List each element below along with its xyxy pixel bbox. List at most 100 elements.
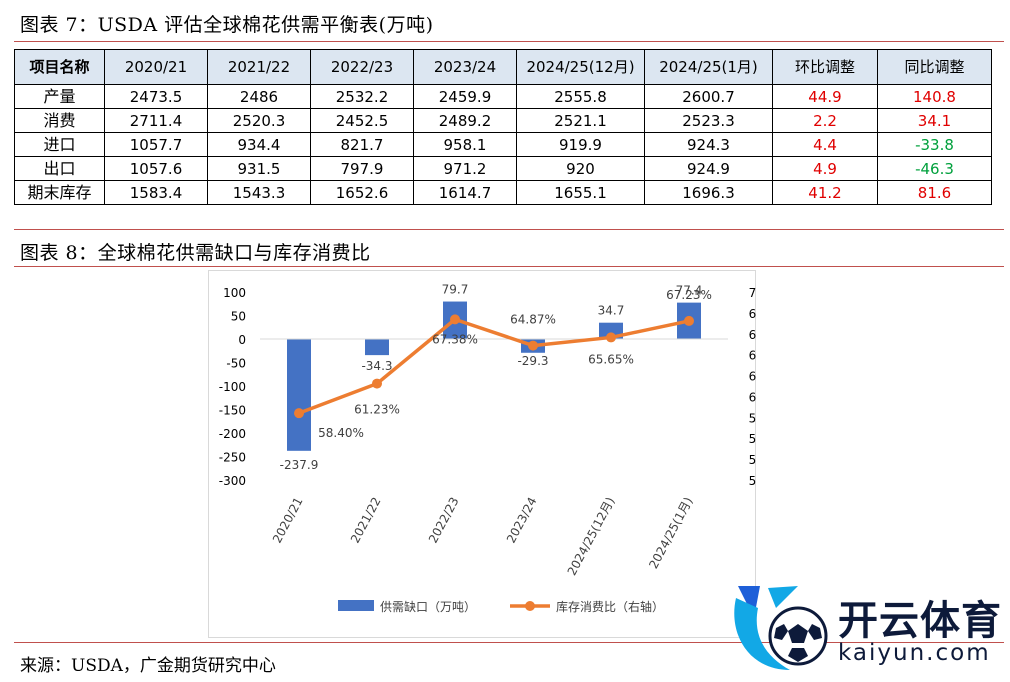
table-cell: 2711.4	[104, 108, 208, 133]
ratio-point-label: 67.38%	[432, 332, 478, 346]
table-cell: 924.3	[644, 132, 773, 157]
left-axis-tick-label: 50	[231, 310, 246, 324]
ratio-point-label: 67.23%	[666, 288, 712, 302]
yoy-adjust-cell: -33.8	[877, 132, 992, 157]
ratio-point	[372, 378, 382, 389]
soccer-ball-logo-icon	[734, 586, 828, 670]
table-cell: 2452.5	[310, 108, 414, 133]
table-cell: 958.1	[413, 132, 517, 157]
table-cell: 2459.9	[413, 84, 517, 109]
header-2023-24: 2023/24	[413, 49, 517, 85]
row-label: 进口	[14, 132, 105, 157]
category-tick-label: 2024/25(1月)	[646, 495, 695, 571]
gap-bar-label: 77.4	[676, 284, 703, 298]
table-cell: 971.2	[413, 156, 517, 181]
mom-adjust-cell: 2.2	[772, 108, 878, 133]
left-axis-tick-label: -200	[219, 427, 246, 441]
ratio-point-label: 65.65%	[588, 352, 634, 366]
figure8-title-divider	[14, 266, 1004, 267]
left-axis-tick-label: -300	[219, 474, 246, 488]
mom-adjust-cell: 44.9	[772, 84, 878, 109]
left-axis-tick-label: -250	[219, 451, 246, 465]
table-cell: 2521.1	[516, 108, 645, 133]
table-cell: 2532.2	[310, 84, 414, 109]
section-divider	[14, 229, 1004, 230]
right-axis-tick-label: 58%	[749, 411, 756, 425]
gap-bar-label: 34.7	[598, 304, 625, 318]
yoy-adjust-cell: 140.8	[877, 84, 992, 109]
right-axis-tick-label: 66%	[749, 328, 756, 342]
footer-divider	[14, 642, 1004, 643]
category-tick-label: 2022/23	[426, 495, 462, 546]
mom-adjust-cell: 4.4	[772, 132, 878, 157]
ratio-point-label: 64.87%	[510, 313, 556, 327]
chart-frame	[208, 270, 756, 638]
legend-line-marker	[525, 601, 535, 611]
left-axis-tick-label: 100	[223, 286, 246, 300]
legend-bar-label: 供需缺口（万吨）	[380, 599, 476, 614]
ratio-point-label: 61.23%	[354, 403, 400, 417]
table-cell: 2600.7	[644, 84, 773, 109]
mom-adjust-cell: 41.2	[772, 180, 878, 205]
gap-bar-label: -237.9	[280, 458, 319, 472]
title-divider	[14, 41, 1004, 42]
right-axis-tick-label: 62%	[749, 370, 756, 384]
yoy-adjust-cell: 81.6	[877, 180, 992, 205]
watermark-text-cn: 开云体育	[838, 598, 1002, 644]
yoy-adjust-cell: 34.1	[877, 108, 992, 133]
table-cell: 2473.5	[104, 84, 208, 109]
table-cell: 797.9	[310, 156, 414, 181]
table-cell: 821.7	[310, 132, 414, 157]
table-cell: 924.9	[644, 156, 773, 181]
table-cell: 1614.7	[413, 180, 517, 205]
row-label: 消费	[14, 108, 105, 133]
table-cell: 1583.4	[104, 180, 208, 205]
table-cell: 2520.3	[207, 108, 311, 133]
yoy-adjust-cell: -46.3	[877, 156, 992, 181]
row-label: 出口	[14, 156, 105, 181]
table-cell: 1655.1	[516, 180, 645, 205]
right-axis-tick-label: 56%	[749, 432, 756, 446]
gap-and-ratio-chart: 100 50 0 -50 -100 -150 -200 -250 -300 70% 68% 66% 64…	[219, 283, 756, 614]
ratio-point	[606, 332, 616, 343]
category-tick-label: 2021/22	[348, 495, 384, 546]
table-cell: 1696.3	[644, 180, 773, 205]
header-2020-21: 2020/21	[104, 49, 208, 85]
table-cell: 2486	[207, 84, 311, 109]
gap-bar	[365, 339, 389, 356]
source-note: 来源：USDA，广金期货研究中心	[20, 656, 276, 676]
supply-demand-table: 项目名称 2020/21 2021/22 2022/23 2023/24 202…	[14, 49, 992, 205]
figure8-title: 图表 8：全球棉花供需缺口与库存消费比	[20, 242, 371, 264]
right-axis-tick-label: 54%	[749, 453, 756, 467]
ratio-line	[298, 317, 690, 415]
table-cell: 1057.6	[104, 156, 208, 181]
header-item-name: 项目名称	[14, 49, 105, 85]
right-axis-tick-label: 64%	[749, 349, 756, 363]
table-row: 出口 1057.6 931.5 797.9 971.2 920 924.9 4.9 -46.3	[14, 156, 992, 181]
table-cell: 931.5	[207, 156, 311, 181]
header-2022-23: 2022/23	[310, 49, 414, 85]
header-2024-25-dec: 2024/25(12月)	[516, 49, 645, 85]
table-row: 消费 2711.4 2520.3 2452.5 2489.2 2521.1 2523.3 2.…	[14, 108, 992, 133]
category-tick-label: 2024/25(12月)	[565, 495, 618, 578]
gap-bar-label: -29.3	[517, 354, 548, 368]
gap-bar-label: -34.3	[361, 359, 392, 373]
table-cell: 1543.3	[207, 180, 311, 205]
table-row: 进口 1057.7 934.4 821.7 958.1 919.9 924.3 4.4 -33.…	[14, 132, 992, 157]
header-2024-25-jan: 2024/25(1月)	[644, 49, 773, 85]
right-axis-tick-label: 52%	[749, 474, 756, 488]
left-axis-tick-label: -50	[226, 357, 246, 371]
table-cell: 1057.7	[104, 132, 208, 157]
kaiyun-watermark-logo: 开云体育 kaiyun.com	[728, 578, 1008, 678]
left-axis-tick-label: 0	[238, 333, 246, 347]
ratio-point	[528, 340, 538, 351]
table-row: 产量 2473.5 2486 2532.2 2459.9 2555.8 2600.7 44.9…	[14, 84, 992, 109]
table-row: 期末库存 1583.4 1543.3 1652.6 1614.7 1655.1 1696.3…	[14, 180, 992, 205]
table-header-row: 项目名称 2020/21 2021/22 2022/23 2023/24 202…	[14, 49, 992, 85]
header-mom-adjust: 环比调整	[772, 49, 878, 85]
gap-bar-label: 79.7	[442, 283, 469, 297]
legend-bar-swatch	[338, 600, 374, 611]
category-tick-label: 2023/24	[504, 495, 540, 546]
header-yoy-adjust: 同比调整	[877, 49, 992, 85]
right-axis-tick-label: 68%	[749, 307, 756, 321]
